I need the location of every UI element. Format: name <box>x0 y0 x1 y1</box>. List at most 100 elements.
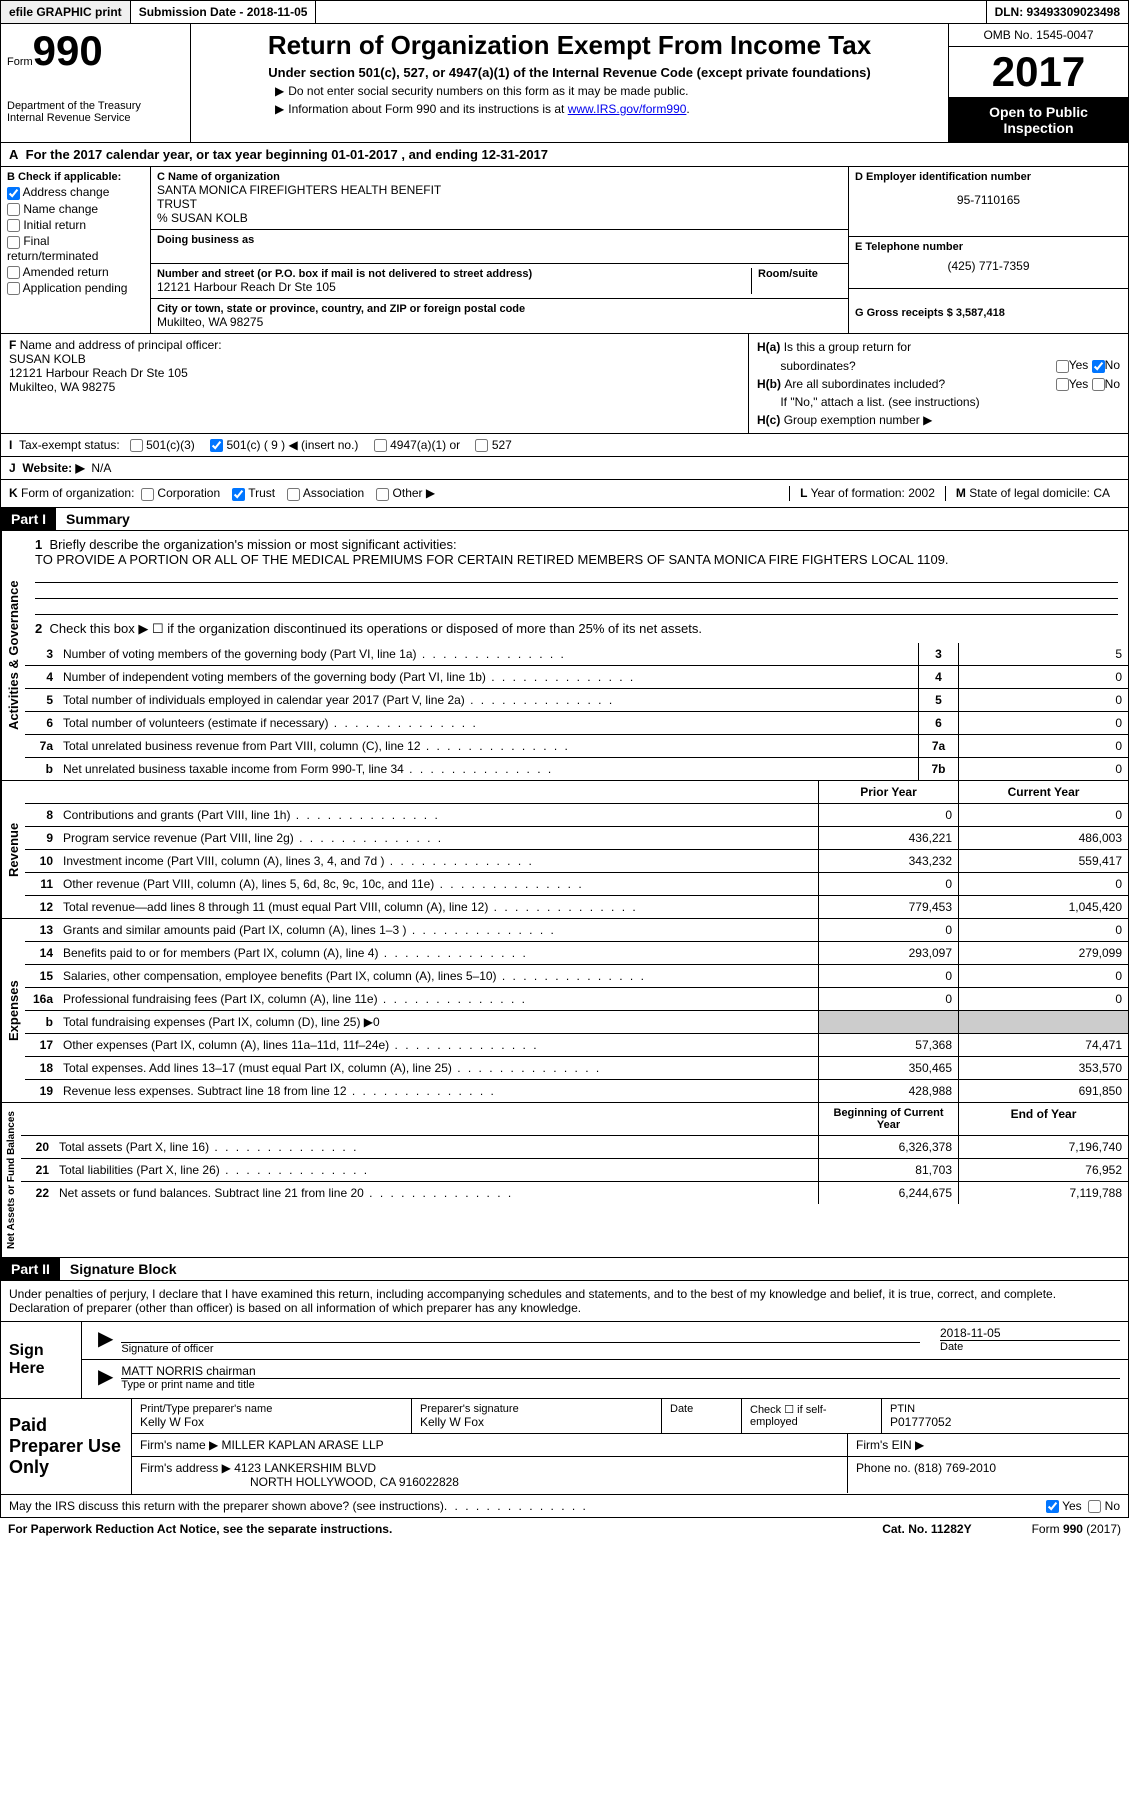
chk-pending[interactable]: Application pending <box>7 281 144 295</box>
irs: Internal Revenue Service <box>7 112 184 124</box>
chk-name[interactable]: Name change <box>7 202 144 216</box>
part2-hdr: Part II <box>1 1258 60 1280</box>
chk-trust[interactable]: Trust <box>232 486 275 500</box>
line-4: 4 Number of independent voting members o… <box>25 666 1128 689</box>
chk-amended[interactable]: Amended return <box>7 265 144 279</box>
phone-val: (425) 771-7359 <box>855 259 1122 273</box>
ha-yes-chk[interactable] <box>1056 360 1069 373</box>
net-hdr-row: Beginning of Current Year End of Year <box>21 1103 1128 1136</box>
line-b: b Total fundraising expenses (Part IX, c… <box>25 1011 1128 1034</box>
hb-no-chk[interactable] <box>1092 378 1105 391</box>
phone-lbl: Phone no. (818) 769-2010 <box>848 1457 1128 1493</box>
chk-501c[interactable]: 501(c) ( 9 ) ◀ (insert no.) <box>210 438 358 452</box>
chk-4947[interactable]: 4947(a)(1) or <box>374 438 460 452</box>
ha-no-chk[interactable] <box>1092 360 1105 373</box>
firm-addr-lbl: Firm's address ▶ <box>140 1461 231 1475</box>
hc-text: Group exemption number ▶ <box>784 413 933 427</box>
sign-here-row: Sign Here ▶ Signature of officer 2018-11… <box>0 1322 1129 1399</box>
chk-501c3[interactable]: 501(c)(3) <box>130 438 195 452</box>
header-mid: Return of Organization Exempt From Incom… <box>191 24 948 142</box>
dln: DLN: 93493309023498 <box>987 1 1128 23</box>
line-21: 21 Total liabilities (Part X, line 26) 8… <box>21 1159 1128 1182</box>
pra-notice: For Paperwork Reduction Act Notice, see … <box>8 1522 392 1536</box>
line-17: 17 Other expenses (Part IX, column (A), … <box>25 1034 1128 1057</box>
city-lbl: City or town, state or province, country… <box>157 303 842 315</box>
c-name-cell: C Name of organization SANTA MONICA FIRE… <box>151 167 848 230</box>
d-lbl: D Employer identification number <box>855 171 1122 183</box>
d-ein-cell: D Employer identification number 95-7110… <box>849 167 1128 237</box>
chk-527[interactable]: 527 <box>475 438 511 452</box>
exp-block: Expenses 13 Grants and similar amounts p… <box>0 919 1129 1103</box>
chk-final[interactable]: Final return/terminated <box>7 234 144 262</box>
discuss-row: May the IRS discuss this return with the… <box>0 1495 1129 1518</box>
chk-other[interactable]: Other ▶ <box>376 486 435 500</box>
hdr-end: End of Year <box>958 1103 1128 1135</box>
instr-ssn: Do not enter social security numbers on … <box>205 84 934 98</box>
k-lbl: Form of organization: <box>21 486 134 500</box>
hdr-prior: Prior Year <box>818 781 958 803</box>
pr-sig: Kelly W Fox <box>420 1415 653 1429</box>
ptin-lbl: PTIN <box>890 1403 1120 1415</box>
f-lbl: Name and address of principal officer: <box>20 338 222 352</box>
c-name-lbl: Name of organization <box>168 171 280 183</box>
discuss-text: May the IRS discuss this return with the… <box>9 1499 444 1513</box>
row-i: I Tax-exempt status: 501(c)(3) 501(c) ( … <box>0 434 1129 457</box>
chk-address[interactable]: Address change <box>7 185 144 199</box>
chk-initial[interactable]: Initial return <box>7 218 144 232</box>
part2-header-row: Part IISignature Block <box>0 1258 1129 1281</box>
chk-assoc[interactable]: Association <box>287 486 364 500</box>
city-val: Mukilteo, WA 98275 <box>157 315 842 329</box>
net-block: Net Assets or Fund Balances Beginning of… <box>0 1103 1129 1258</box>
sig-name-line: ▶ MATT NORRIS chairmanType or print name… <box>82 1360 1128 1395</box>
ein-val: 95-7110165 <box>855 193 1122 207</box>
type-print-lbl: Type or print name and title <box>121 1378 1120 1391</box>
vlabel-gov: Activities & Governance <box>1 531 25 780</box>
line2-block: 2 Check this box ▶ ☐ if the organization… <box>25 621 1128 643</box>
firm-name-lbl: Firm's name ▶ <box>140 1438 218 1452</box>
rev-block: Revenue Prior Year Current Year 8 Contri… <box>0 781 1129 919</box>
street-addr: 12121 Harbour Reach Dr Ste 105 <box>157 280 745 294</box>
sig-arrow-icon: ▶ <box>90 1326 121 1355</box>
col-b: B Check if applicable: Address change Na… <box>1 167 151 333</box>
efile-print-button[interactable]: efile GRAPHIC print <box>1 1 131 23</box>
prep-line2: Firm's name ▶ MILLER KAPLAN ARASE LLP Fi… <box>132 1434 1128 1457</box>
gov-block: Activities & Governance 1 Briefly descri… <box>0 531 1129 781</box>
hb-yes-chk[interactable] <box>1056 378 1069 391</box>
paid-prep-row: Paid Preparer Use Only Print/Type prepar… <box>0 1399 1129 1495</box>
row-fh: F Name and address of principal officer:… <box>0 334 1129 434</box>
line-20: 20 Total assets (Part X, line 16) 6,326,… <box>21 1136 1128 1159</box>
firm-ein-lbl: Firm's EIN ▶ <box>848 1434 1128 1456</box>
discuss-no-chk[interactable] <box>1088 1500 1101 1513</box>
line-6: 6 Total number of volunteers (estimate i… <box>25 712 1128 735</box>
firm-addr2: NORTH HOLLYWOOD, CA 916022828 <box>140 1475 459 1489</box>
line-13: 13 Grants and similar amounts paid (Part… <box>25 919 1128 942</box>
instr-info: Information about Form 990 and its instr… <box>205 102 934 116</box>
line1-block: 1 Briefly describe the organization's mi… <box>25 531 1128 621</box>
hb-text: Are all subordinates included? <box>784 377 945 391</box>
c-addr-cell: Number and street (or P.O. box if mail i… <box>151 264 848 299</box>
form-subtitle: Under section 501(c), 527, or 4947(a)(1)… <box>205 65 934 80</box>
org-name-1: SANTA MONICA FIREFIGHTERS HEALTH BENEFIT <box>157 183 842 197</box>
chk-corp[interactable]: Corporation <box>141 486 220 500</box>
officer-name: SUSAN KOLB <box>9 352 86 366</box>
part1-header-row: Part ISummary <box>0 508 1129 531</box>
vlabel-net: Net Assets or Fund Balances <box>1 1103 21 1257</box>
officer-addr2: Mukilteo, WA 98275 <box>9 380 115 394</box>
part2-title: Signature Block <box>60 1258 187 1280</box>
form990-link[interactable]: www.IRS.gov/form990 <box>568 102 687 116</box>
check-se[interactable]: Check ☐ if self-employed <box>742 1399 882 1433</box>
line-7a: 7a Total unrelated business revenue from… <box>25 735 1128 758</box>
sig-officer-lbl: Signature of officer <box>121 1342 920 1355</box>
line-11: 11 Other revenue (Part VIII, column (A),… <box>25 873 1128 896</box>
ha2-text: subordinates? <box>780 359 855 373</box>
g-lbl: G Gross receipts $ 3,587,418 <box>855 307 1122 319</box>
line-12: 12 Total revenue—add lines 8 through 11 … <box>25 896 1128 918</box>
c-city-cell: City or town, state or province, country… <box>151 299 848 333</box>
discuss-yes-chk[interactable] <box>1046 1500 1059 1513</box>
line-15: 15 Salaries, other compensation, employe… <box>25 965 1128 988</box>
line-9: 9 Program service revenue (Part VIII, li… <box>25 827 1128 850</box>
row-k: K Form of organization: Corporation Trus… <box>0 480 1129 507</box>
form-number: 990 <box>33 27 103 74</box>
submission-date: Submission Date - 2018-11-05 <box>131 1 317 23</box>
l1-lbl: Briefly describe the organization's miss… <box>49 537 456 552</box>
